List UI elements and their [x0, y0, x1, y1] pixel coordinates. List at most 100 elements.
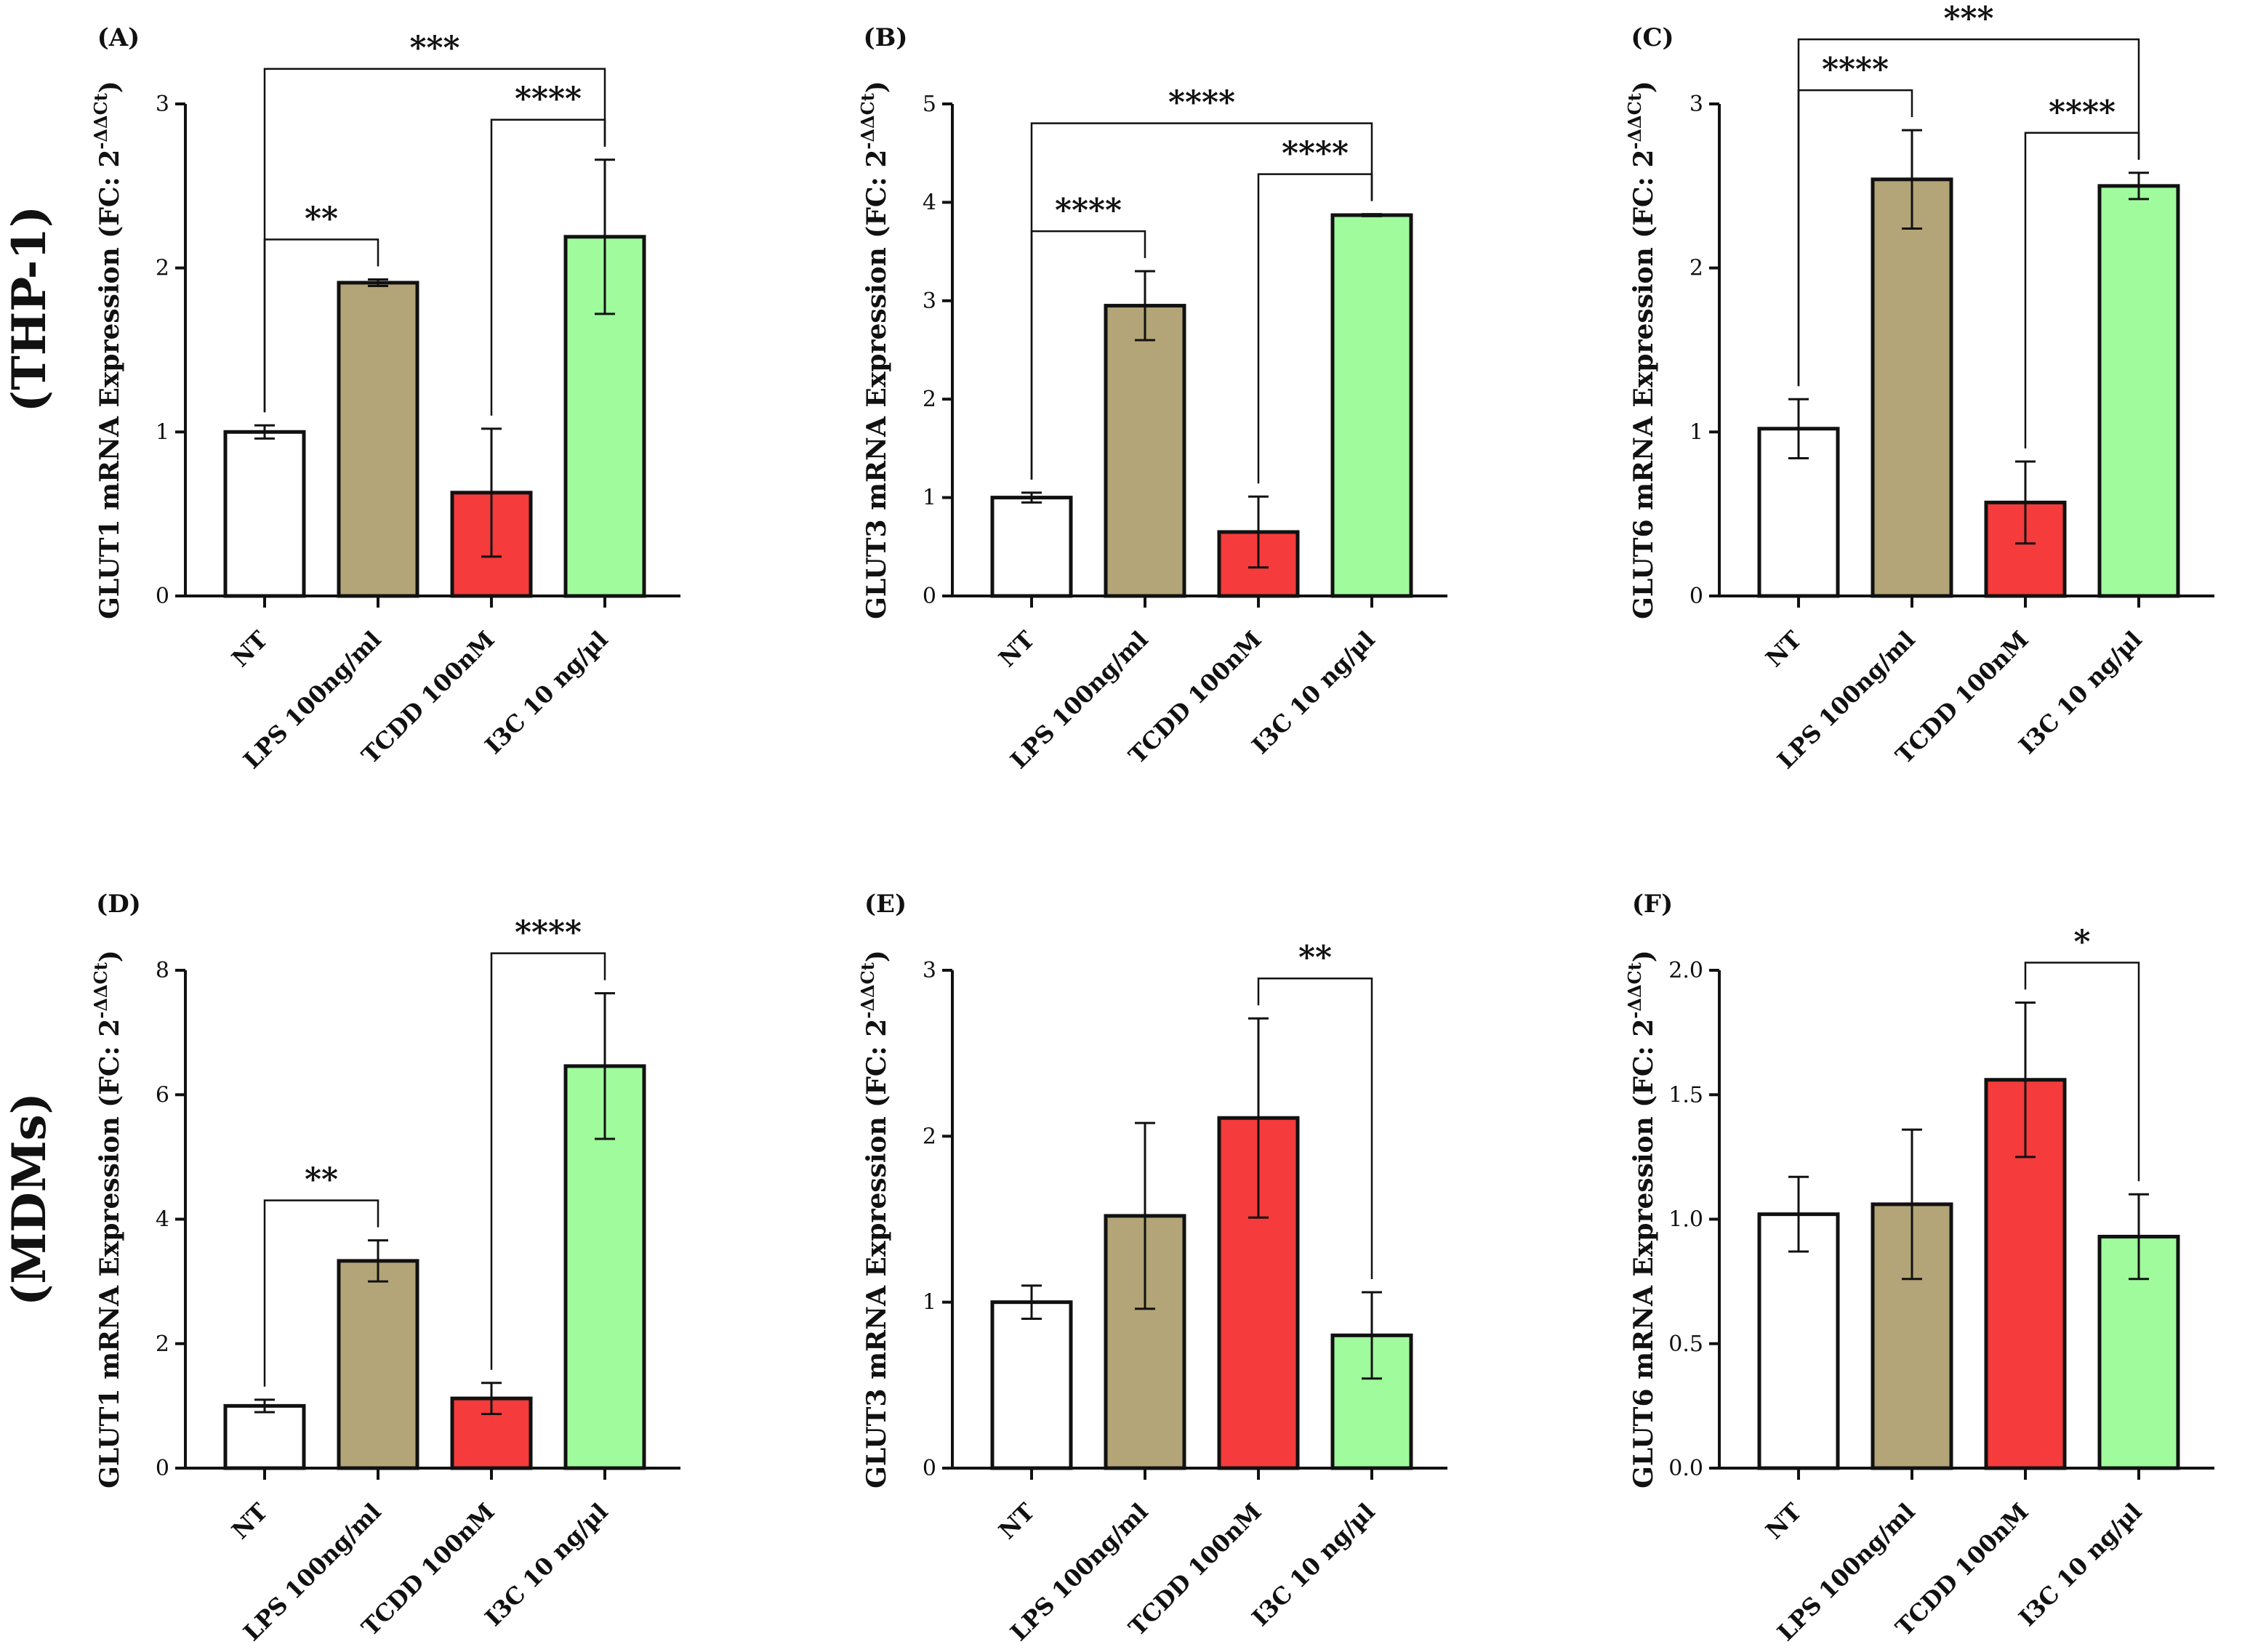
- significance-bracket: [1030, 122, 1373, 480]
- significance-label: ****: [1055, 192, 1122, 229]
- panel-label: (B): [864, 23, 908, 52]
- panel-b: (B) GLUT3 mRNA Expression (FC: 2-ΔΔCt) 0 1 2…: [857, 23, 1447, 774]
- significance-label: ***: [1943, 0, 1993, 37]
- x-tick-label: NT: [993, 1498, 1040, 1545]
- significance-label: ****: [515, 81, 582, 118]
- y-tick-label: 6: [156, 1082, 169, 1108]
- y-axis-label-main: GLUT6 mRNA Expression (FC: 2: [1628, 1019, 1659, 1488]
- y-tick-label: 0: [1690, 584, 1703, 609]
- y-tick-label: 3: [1690, 92, 1703, 117]
- significance-label: *: [2073, 924, 2090, 961]
- significance-bracket: [1797, 38, 2140, 387]
- bar-lps: [337, 1259, 419, 1470]
- y-tick-label: 0.0: [1668, 1456, 1703, 1481]
- y-tick-label: 4: [923, 190, 936, 215]
- significance-label: ****: [2049, 94, 2116, 131]
- y-axis-label-sup: -ΔΔCt: [1624, 962, 1645, 1018]
- bar-lps: [1871, 177, 1953, 598]
- significance-bracket: [263, 68, 606, 413]
- y-tick-label: 1.5: [1668, 1082, 1703, 1108]
- bar-nt: [990, 496, 1073, 598]
- y-tick-label: 2: [1690, 256, 1703, 281]
- y-axis-label-sup: -ΔΔCt: [857, 93, 878, 149]
- y-tick-label: 1.0: [1668, 1207, 1703, 1233]
- y-axis-label-main: GLUT1 mRNA Expression (FC: 2: [95, 1019, 125, 1488]
- panel-label: (D): [96, 890, 141, 919]
- y-tick-label: 8: [156, 958, 169, 983]
- significance-bracket: [490, 952, 606, 1370]
- significance-label: ****: [1282, 135, 1349, 172]
- y-tick-label: 0: [923, 1456, 936, 1481]
- x-tick-label: I3C 10 ng/µl: [480, 1498, 614, 1632]
- significance-bracket: [2024, 962, 2140, 1182]
- panel-d: (D) GLUT1 mRNA Expression (FC: 2-ΔΔCt) 0 2 4…: [90, 890, 680, 1646]
- y-axis-label-end: ): [1628, 81, 1659, 93]
- y-tick-label: 3: [923, 958, 936, 983]
- y-tick-label: 1: [923, 485, 936, 511]
- y-axis-label-end: ): [95, 81, 125, 93]
- y-tick-label: 1: [156, 419, 169, 445]
- x-tick-label: NT: [993, 626, 1040, 673]
- x-tick-label: I3C 10 ng/µl: [1247, 1498, 1381, 1632]
- significance-label: **: [305, 200, 338, 237]
- panel-label: (E): [864, 890, 907, 919]
- bar-nt: [223, 430, 306, 598]
- row-label-mdms: (MDMs): [2, 1092, 57, 1306]
- y-axis-label: GLUT1 mRNA Expression (FC: 2-ΔΔCt): [90, 81, 125, 619]
- bar-nt: [223, 1403, 306, 1470]
- y-tick-label: 2.0: [1668, 958, 1703, 983]
- significance-label: ***: [409, 30, 459, 67]
- bar-lps: [1104, 304, 1186, 598]
- y-axis-label-end: ): [95, 950, 125, 962]
- y-axis-label-sup: -ΔΔCt: [90, 93, 111, 149]
- x-tick-label: NT: [1760, 1498, 1807, 1545]
- panel-label: (F): [1632, 890, 1673, 919]
- x-tick-label: I3C 10 ng/µl: [1247, 626, 1381, 759]
- y-tick-label: 2: [156, 256, 169, 281]
- bar-nt: [990, 1300, 1073, 1470]
- panel-c: (C) GLUT6 mRNA Expression (FC: 2-ΔΔCt) 0 1 2…: [1624, 0, 2214, 774]
- bar-lps: [337, 281, 419, 598]
- significance-label: **: [305, 1161, 338, 1198]
- y-axis-label-main: GLUT1 mRNA Expression (FC: 2: [95, 150, 125, 619]
- y-tick-label: 2: [923, 387, 936, 412]
- bar-i3c: [1330, 213, 1413, 598]
- y-tick-label: 3: [923, 289, 936, 314]
- y-axis-label: GLUT3 mRNA Expression (FC: 2-ΔΔCt): [857, 950, 892, 1488]
- y-axis-label: GLUT6 mRNA Expression (FC: 2-ΔΔCt): [1624, 950, 1659, 1488]
- x-tick-label: NT: [226, 1498, 273, 1545]
- row-label-thp1: (THP-1): [2, 206, 57, 412]
- x-tick-label: I3C 10 ng/µl: [2014, 626, 2147, 759]
- y-tick-label: 2: [156, 1331, 169, 1357]
- y-axis-label-main: GLUT3 mRNA Expression (FC: 2: [861, 150, 892, 619]
- y-axis-label-end: ): [861, 950, 892, 962]
- y-tick-label: 4: [156, 1207, 169, 1233]
- significance-label: ****: [515, 914, 582, 951]
- y-tick-label: 1: [923, 1290, 936, 1315]
- x-tick-label: I3C 10 ng/µl: [480, 626, 614, 759]
- y-axis-label: GLUT3 mRNA Expression (FC: 2-ΔΔCt): [857, 81, 892, 619]
- y-tick-label: 1: [1690, 419, 1703, 445]
- bar-i3c: [2097, 184, 2180, 598]
- y-axis-label-end: ): [1628, 950, 1659, 962]
- y-axis-label: GLUT1 mRNA Expression (FC: 2-ΔΔCt): [90, 950, 125, 1488]
- y-axis-label-sup: -ΔΔCt: [90, 962, 111, 1018]
- significance-label: ****: [1168, 84, 1235, 121]
- y-tick-label: 3: [156, 92, 169, 117]
- y-axis-label-end: ): [861, 81, 892, 93]
- significance-label: **: [1298, 939, 1332, 976]
- y-axis-label-sup: -ΔΔCt: [857, 962, 878, 1018]
- bar-nt: [1757, 1212, 1840, 1470]
- significance-bracket: [263, 1199, 379, 1387]
- y-axis-label: GLUT6 mRNA Expression (FC: 2-ΔΔCt): [1624, 81, 1659, 619]
- significance-label: ****: [1822, 51, 1889, 88]
- x-tick-label: NT: [1760, 626, 1807, 673]
- x-tick-label: I3C 10 ng/µl: [2014, 1498, 2147, 1632]
- y-tick-label: 5: [923, 92, 936, 117]
- panel-e: (E) GLUT3 mRNA Expression (FC: 2-ΔΔCt) 0 1 2…: [857, 890, 1447, 1646]
- y-tick-label: 0: [923, 584, 936, 609]
- y-tick-label: 0.5: [1668, 1331, 1703, 1357]
- panel-f: (F) GLUT6 mRNA Expression (FC: 2-ΔΔCt) 0.0…: [1624, 890, 2214, 1646]
- significance-bracket: [1257, 977, 1373, 1279]
